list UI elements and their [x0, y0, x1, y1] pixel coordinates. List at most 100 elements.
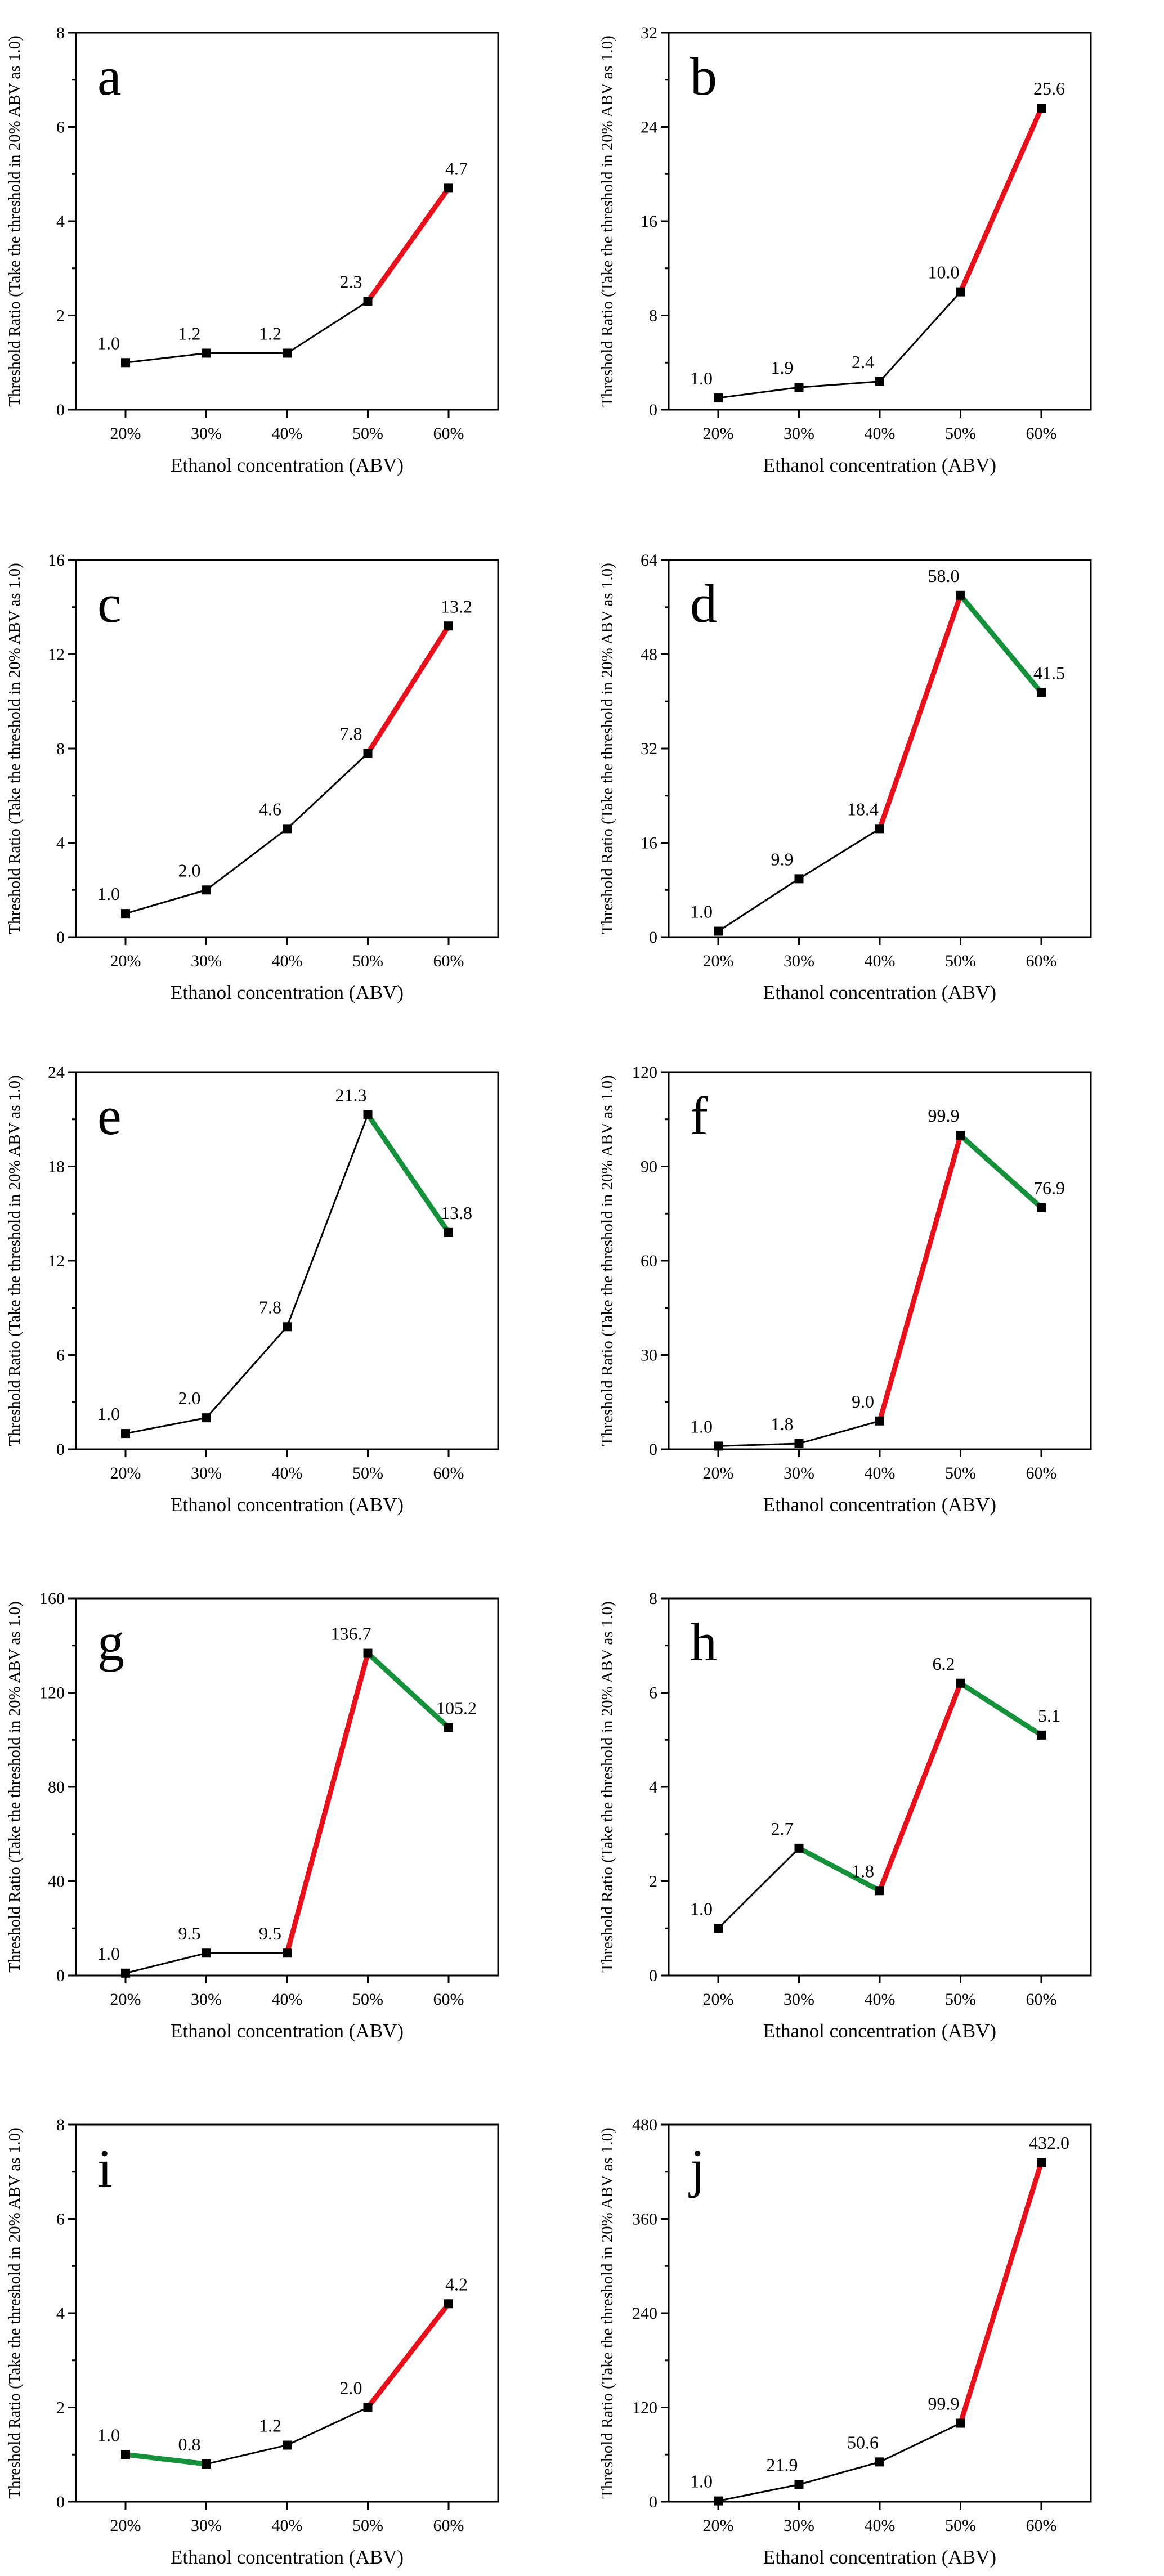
y-tick-label: 2 — [56, 2399, 65, 2417]
y-tick-label: 32 — [641, 740, 657, 758]
plot-frame — [668, 32, 1092, 411]
data-point — [956, 1678, 965, 1688]
y-tick-label: 24 — [641, 118, 657, 137]
data-point — [956, 287, 965, 297]
x-tick-label: 50% — [352, 952, 383, 970]
data-point — [444, 183, 453, 193]
x-tick-label: 40% — [272, 1464, 303, 1482]
x-tick-label: 20% — [703, 952, 734, 970]
x-tick-label: 30% — [191, 1464, 222, 1482]
data-label: 9.9 — [771, 849, 794, 869]
x-axis-title: Ethanol concentration (ABV) — [763, 2546, 996, 2568]
x-tick-label: 40% — [865, 1464, 896, 1482]
data-point — [444, 2299, 453, 2309]
x-tick-label: 40% — [865, 952, 896, 970]
y-axis-title: Threshold Ratio (Take the threshold in 2… — [6, 1601, 24, 1973]
series-segment-rise — [284, 1651, 370, 1956]
panel-letter: h — [690, 1612, 717, 1672]
data-point — [121, 2450, 130, 2459]
series-segment-base — [879, 2422, 961, 2463]
panel-letter: e — [97, 1086, 122, 1146]
data-label: 1.0 — [97, 1404, 120, 1424]
series-segment-base — [124, 1417, 207, 1435]
data-label: 1.0 — [690, 1416, 713, 1436]
panel-letter: j — [688, 2138, 705, 2198]
y-tick-label: 8 — [56, 24, 65, 42]
data-label: 136.7 — [331, 1624, 371, 1644]
series-segment-fall — [958, 1132, 1044, 1211]
y-tick-label: 0 — [649, 401, 657, 419]
x-tick-label: 60% — [1026, 1464, 1057, 1482]
x-axis-title: Ethanol concentration (ABV) — [171, 454, 404, 476]
y-tick-label: 0 — [56, 1966, 65, 1985]
y-tick-label: 16 — [641, 212, 657, 231]
data-label: 1.8 — [771, 1414, 794, 1434]
x-tick-label: 50% — [945, 424, 976, 443]
panel-a: 0 2 4 6 8 20% 30% 40% 50% 60% Ethanol concentratio… — [6, 24, 499, 476]
x-tick-label: 50% — [945, 952, 976, 970]
y-tick-label: 240 — [632, 2304, 657, 2323]
y-tick-label: 48 — [641, 646, 657, 664]
y-tick-label: 0 — [649, 2493, 657, 2511]
data-label: 4.6 — [259, 799, 281, 819]
data-label: 2.7 — [771, 1818, 794, 1839]
data-label: 5.1 — [1038, 1705, 1060, 1726]
data-label: 1.0 — [690, 902, 713, 922]
y-axis-title: Threshold Ratio (Take the threshold in 2… — [6, 2127, 24, 2499]
x-tick-label: 60% — [1026, 424, 1057, 443]
panel-e: 0 6 12 18 24 20% 30% 40% 50% 60% Ethanol concentra… — [6, 1063, 499, 1516]
data-label: 432.0 — [1029, 2133, 1069, 2153]
x-tick-label: 30% — [191, 2516, 222, 2535]
data-label: 1.0 — [97, 333, 120, 353]
x-tick-label: 30% — [784, 952, 814, 970]
data-point — [121, 909, 130, 919]
series-segment-base — [286, 300, 369, 354]
y-tick-label: 64 — [641, 551, 657, 570]
panel-letter: b — [690, 46, 717, 106]
panel-letter: f — [690, 1086, 708, 1146]
x-axis-title: Ethanol concentration (ABV) — [171, 2020, 404, 2042]
data-label: 1.0 — [97, 2425, 120, 2445]
data-label: 2.4 — [852, 352, 874, 372]
data-point — [444, 621, 453, 631]
data-point — [202, 885, 211, 895]
series-segment-fall — [958, 1681, 1044, 1738]
plot-frame — [668, 1071, 1092, 1450]
panel-letter: c — [97, 574, 122, 634]
data-point — [794, 874, 804, 884]
y-tick-label: 8 — [649, 1589, 657, 1608]
y-tick-label: 16 — [641, 834, 657, 853]
x-tick-label: 40% — [272, 1990, 303, 2009]
data-point — [283, 1948, 292, 1958]
data-point — [875, 2457, 884, 2467]
series-segment-base — [798, 2461, 881, 2485]
y-tick-label: 2 — [56, 307, 65, 325]
x-tick-label: 60% — [433, 2516, 464, 2535]
y-tick-label: 0 — [56, 2493, 65, 2511]
y-tick-label: 0 — [56, 1440, 65, 1459]
series-segment-base — [798, 1420, 881, 1445]
series-segment-base — [717, 2483, 800, 2502]
data-point — [363, 297, 373, 306]
x-axis-title: Ethanol concentration (ABV) — [763, 982, 996, 1003]
data-label: 9.5 — [178, 1923, 201, 1943]
series-segment-fall — [123, 2452, 209, 2467]
data-label: 1.0 — [97, 884, 120, 904]
x-axis-title: Ethanol concentration (ABV) — [763, 454, 996, 476]
panel-b: 0 8 16 24 32 20% 30% 40% 50% 60% Ethanol concentra… — [598, 24, 1092, 476]
data-point — [202, 1948, 211, 1958]
data-point — [794, 2480, 804, 2489]
data-label: 2.3 — [340, 271, 362, 292]
data-point — [875, 377, 884, 386]
data-label: 2.0 — [178, 1388, 201, 1408]
x-tick-label: 60% — [433, 424, 464, 443]
y-tick-label: 4 — [649, 1778, 657, 1797]
plot-frame — [668, 2123, 1092, 2503]
y-axis-title: Threshold Ratio (Take the threshold in 2… — [598, 563, 616, 934]
x-tick-label: 60% — [1026, 952, 1057, 970]
data-point — [714, 1924, 723, 1933]
x-tick-label: 40% — [272, 424, 303, 443]
data-label: 13.2 — [441, 596, 472, 616]
data-label: 1.2 — [259, 2416, 281, 2436]
